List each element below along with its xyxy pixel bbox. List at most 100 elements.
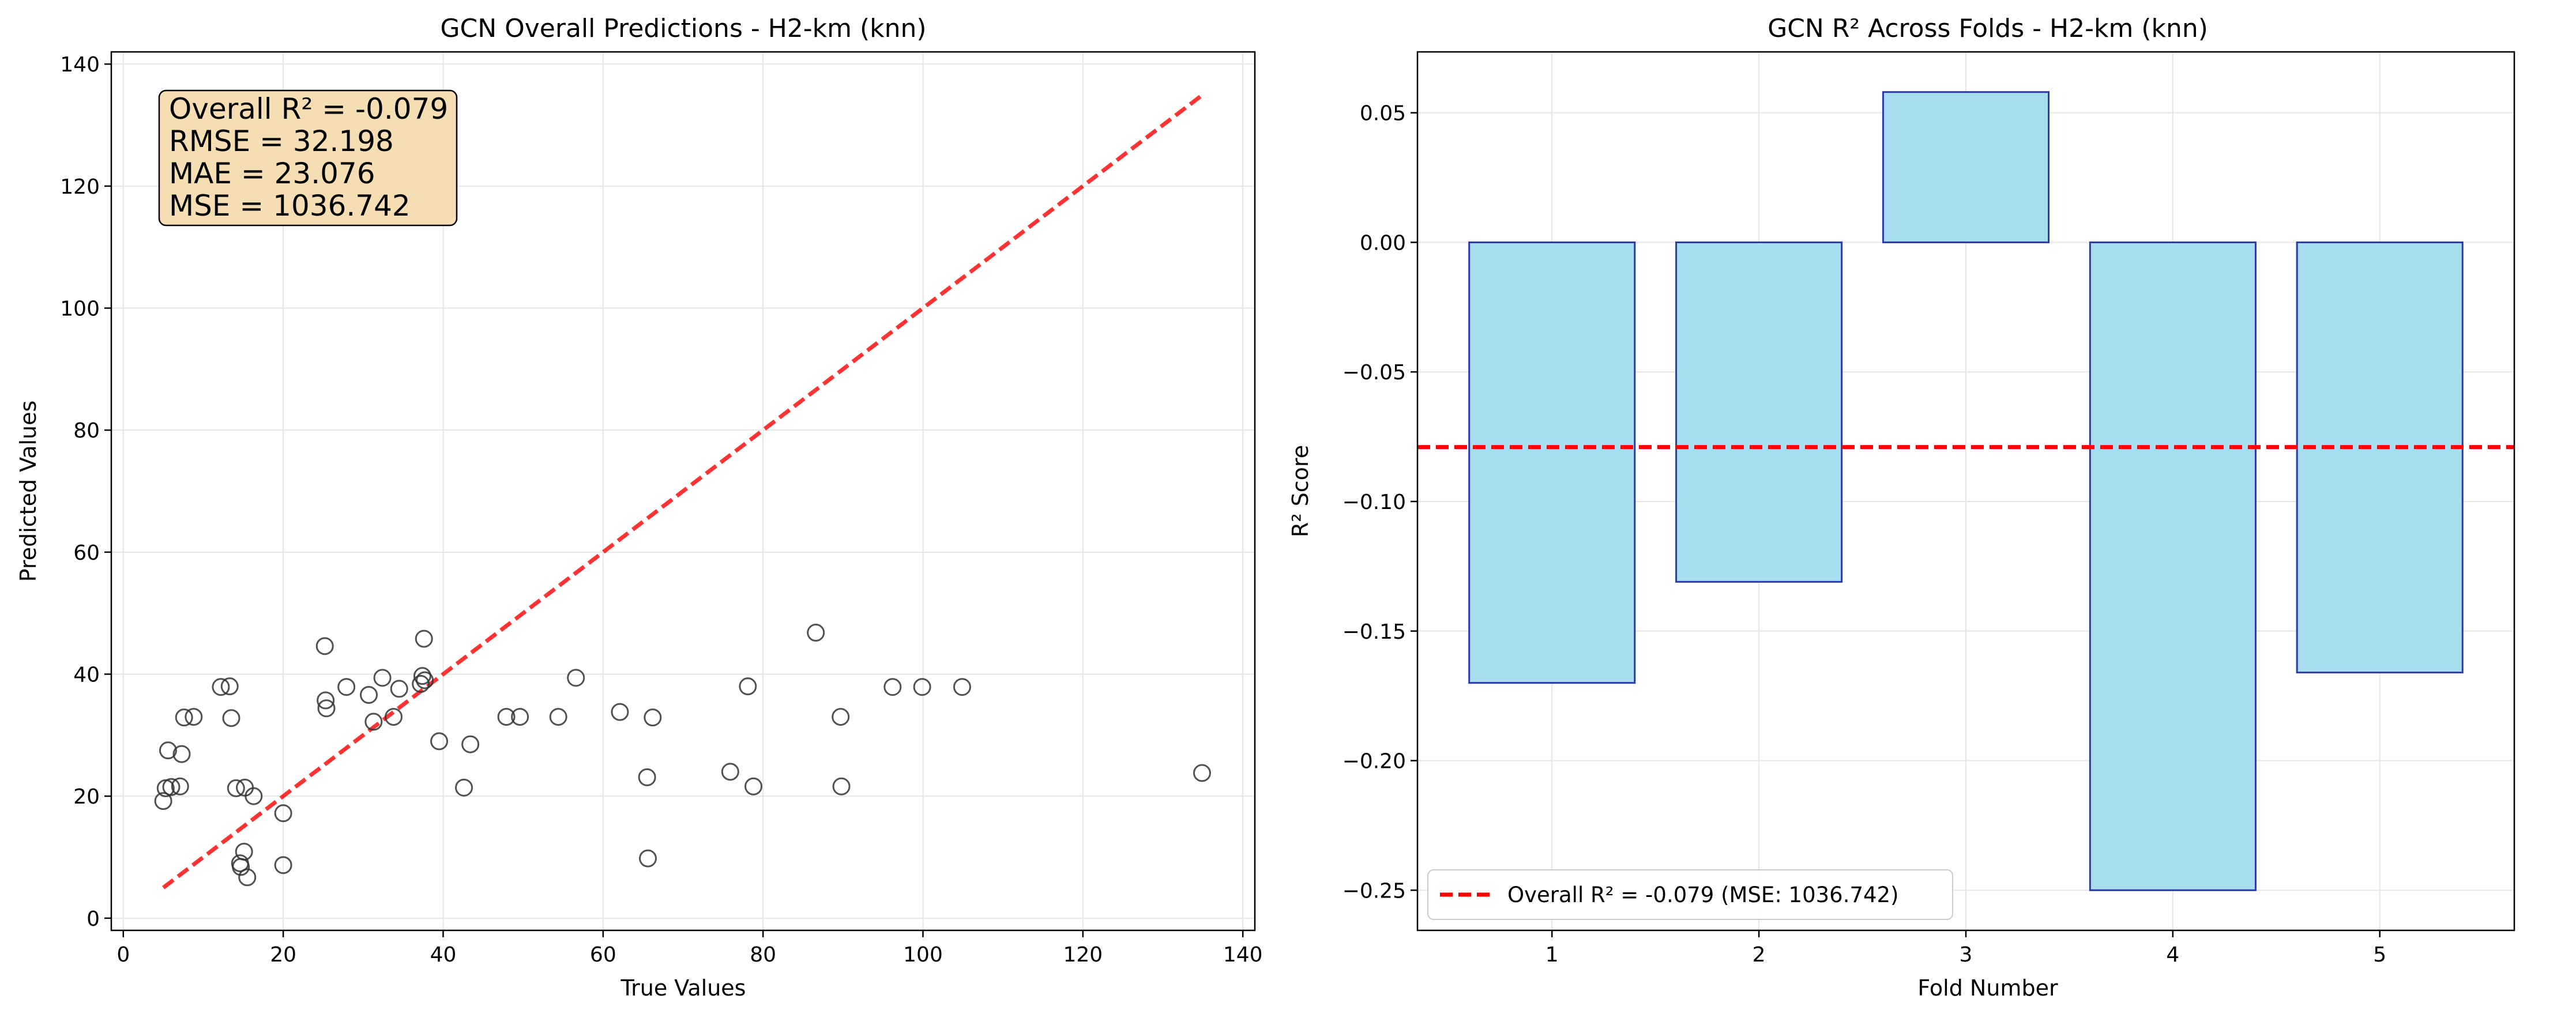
x-tick-label: 100 — [903, 943, 943, 967]
y-tick-label: 20 — [73, 785, 100, 809]
scatter-point — [317, 699, 336, 718]
y-tick-label: 100 — [60, 297, 100, 321]
y-tick-label: 60 — [73, 541, 100, 565]
bar-x-ticks: 1 2 3 4 5 — [1545, 930, 2386, 967]
scatter-point — [455, 778, 473, 797]
scatter-y-label: Predicted Values — [16, 401, 41, 582]
legend-box — [1427, 869, 1953, 920]
scatter-point — [245, 787, 263, 805]
y-tick-label: 0 — [87, 907, 100, 931]
x-tick-label: 2 — [1753, 943, 1766, 967]
scatter-point — [317, 691, 335, 710]
scatter-grid — [111, 52, 1255, 930]
stats-mae: MAE = 23.076 — [169, 157, 375, 190]
legend: Overall R² = -0.079 (MSE: 1036.742) — [1427, 869, 1953, 920]
scatter-point — [638, 849, 657, 868]
stats-box-background — [158, 89, 458, 227]
scatter-point — [171, 777, 189, 795]
y-tick-label: 40 — [73, 663, 100, 687]
scatter-point — [461, 735, 480, 753]
scatter-x-ticks: 0 20 40 60 80 100 120 140 — [116, 930, 1263, 967]
y-tick-label: −0.05 — [1342, 361, 1406, 384]
scatter-point — [416, 671, 434, 689]
scatter-point — [497, 708, 516, 726]
scatter-point — [913, 678, 931, 696]
scatter-x-label: True Values — [621, 975, 746, 1001]
scatter-point — [227, 779, 245, 797]
scatter-point — [360, 685, 378, 704]
scatter-panel: GCN Overall Predictions - H2-km (knn) 0 2… — [16, 14, 1263, 1001]
scatter-point — [220, 677, 239, 696]
y-tick-label: 0.05 — [1360, 102, 1406, 126]
scatter-point — [644, 708, 662, 727]
y-tick-label: 140 — [60, 53, 100, 77]
y-tick-label: 120 — [60, 175, 100, 199]
scatter-point — [238, 868, 257, 887]
scatter-point — [721, 763, 739, 781]
scatter-point — [953, 678, 971, 696]
scatter-point — [1193, 764, 1211, 782]
scatter-y-ticks: 0 20 40 60 80 100 120 140 — [60, 53, 111, 931]
x-tick-label: 4 — [2166, 943, 2179, 967]
scatter-point — [315, 637, 334, 655]
scatter-point — [832, 708, 850, 726]
scatter-point — [638, 768, 656, 786]
y-tick-label: −0.25 — [1342, 879, 1406, 903]
x-tick-label: 140 — [1223, 943, 1263, 967]
y-tick-label: −0.15 — [1342, 620, 1406, 644]
stats-box: Overall R² = -0.079 RMSE = 32.198 MAE = … — [158, 89, 458, 227]
bar-series — [1468, 91, 2464, 891]
scatter-point — [883, 678, 902, 696]
scatter-point — [154, 792, 172, 810]
scatter-point — [807, 624, 825, 642]
y-tick-label: 0.00 — [1360, 231, 1406, 255]
bar-y-label: R² Score — [1288, 445, 1313, 537]
x-tick-label: 5 — [2373, 943, 2386, 967]
scatter-point — [385, 708, 403, 726]
scatter-point — [172, 745, 191, 763]
scatter-point — [274, 804, 292, 823]
bar-x-label: Fold Number — [1917, 975, 2058, 1001]
stats-rmse: RMSE = 32.198 — [169, 125, 394, 158]
x-tick-label: 40 — [430, 943, 457, 967]
scatter-point — [390, 680, 408, 698]
scatter-point — [739, 677, 757, 696]
x-tick-label: 1 — [1545, 943, 1559, 967]
x-tick-label: 60 — [590, 943, 616, 967]
scatter-point — [222, 709, 240, 727]
bar-y-ticks: 0.05 0.00 −0.05 −0.10 −0.15 −0.20 −0.25 — [1342, 102, 1417, 903]
bar-fold-5 — [2296, 241, 2464, 674]
scatter-point — [364, 712, 383, 731]
scatter-point — [567, 669, 585, 687]
scatter-axes-frame — [110, 51, 1256, 932]
scatter-point — [511, 708, 529, 726]
scatter-point — [611, 703, 629, 721]
stats-mse: MSE = 1036.742 — [169, 189, 411, 223]
scatter-point — [274, 856, 292, 874]
scatter-point — [415, 629, 433, 648]
x-tick-label: 0 — [116, 943, 130, 967]
y-tick-label: 80 — [73, 419, 100, 443]
scatter-point — [235, 842, 253, 861]
reference-line — [162, 93, 1204, 889]
x-tick-label: 3 — [1960, 943, 1973, 967]
scatter-point — [175, 708, 193, 727]
bar-fold-1 — [1468, 241, 1636, 684]
scatter-point — [159, 741, 177, 760]
scatter-point — [185, 708, 203, 726]
scatter-point — [373, 669, 392, 687]
scatter-point — [744, 777, 763, 795]
x-tick-label: 120 — [1063, 943, 1103, 967]
x-tick-label: 20 — [270, 943, 296, 967]
scatter-point — [430, 732, 449, 751]
scatter-point — [337, 678, 356, 696]
scatter-points — [154, 624, 1211, 887]
y-tick-label: −0.10 — [1342, 491, 1406, 514]
bar-fold-3 — [1882, 91, 2050, 243]
scatter-point — [212, 678, 230, 696]
legend-label: Overall R² = -0.079 (MSE: 1036.742) — [1507, 883, 1899, 907]
scatter-point — [832, 777, 851, 795]
scatter-title: GCN Overall Predictions - H2-km (knn) — [440, 14, 926, 43]
